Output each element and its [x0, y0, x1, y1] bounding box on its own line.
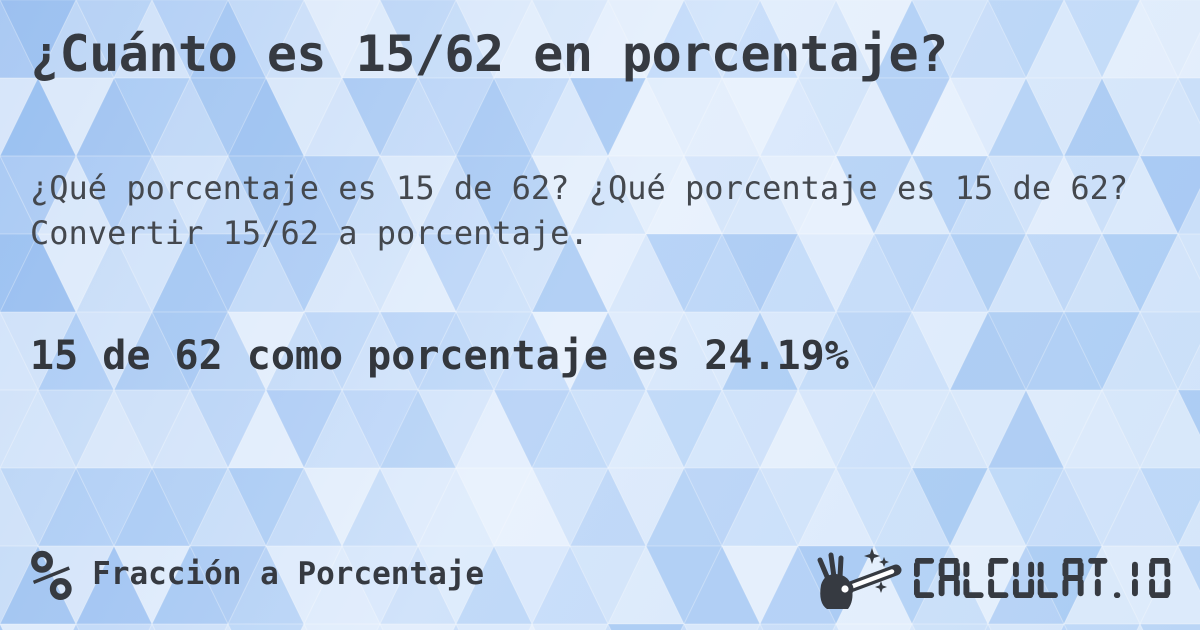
- brand-logo: [812, 545, 1174, 611]
- brand-logo-text: [914, 558, 1171, 598]
- footer: % Fracción a Porcentaje: [30, 535, 1174, 617]
- magic-wand-icon: [817, 548, 902, 609]
- answer-text: 15 de 62 como porcentaje es 24.19%: [30, 333, 849, 379]
- page-title: ¿Cuánto es 15/62 en porcentaje?: [30, 25, 948, 83]
- page-description: ¿Qué porcentaje es 15 de 62? ¿Qué porcen…: [30, 169, 1129, 252]
- percent-icon: %: [30, 535, 73, 617]
- category-label: Fracción a Porcentaje: [92, 556, 485, 592]
- category-badge: % Fracción a Porcentaje: [30, 535, 485, 617]
